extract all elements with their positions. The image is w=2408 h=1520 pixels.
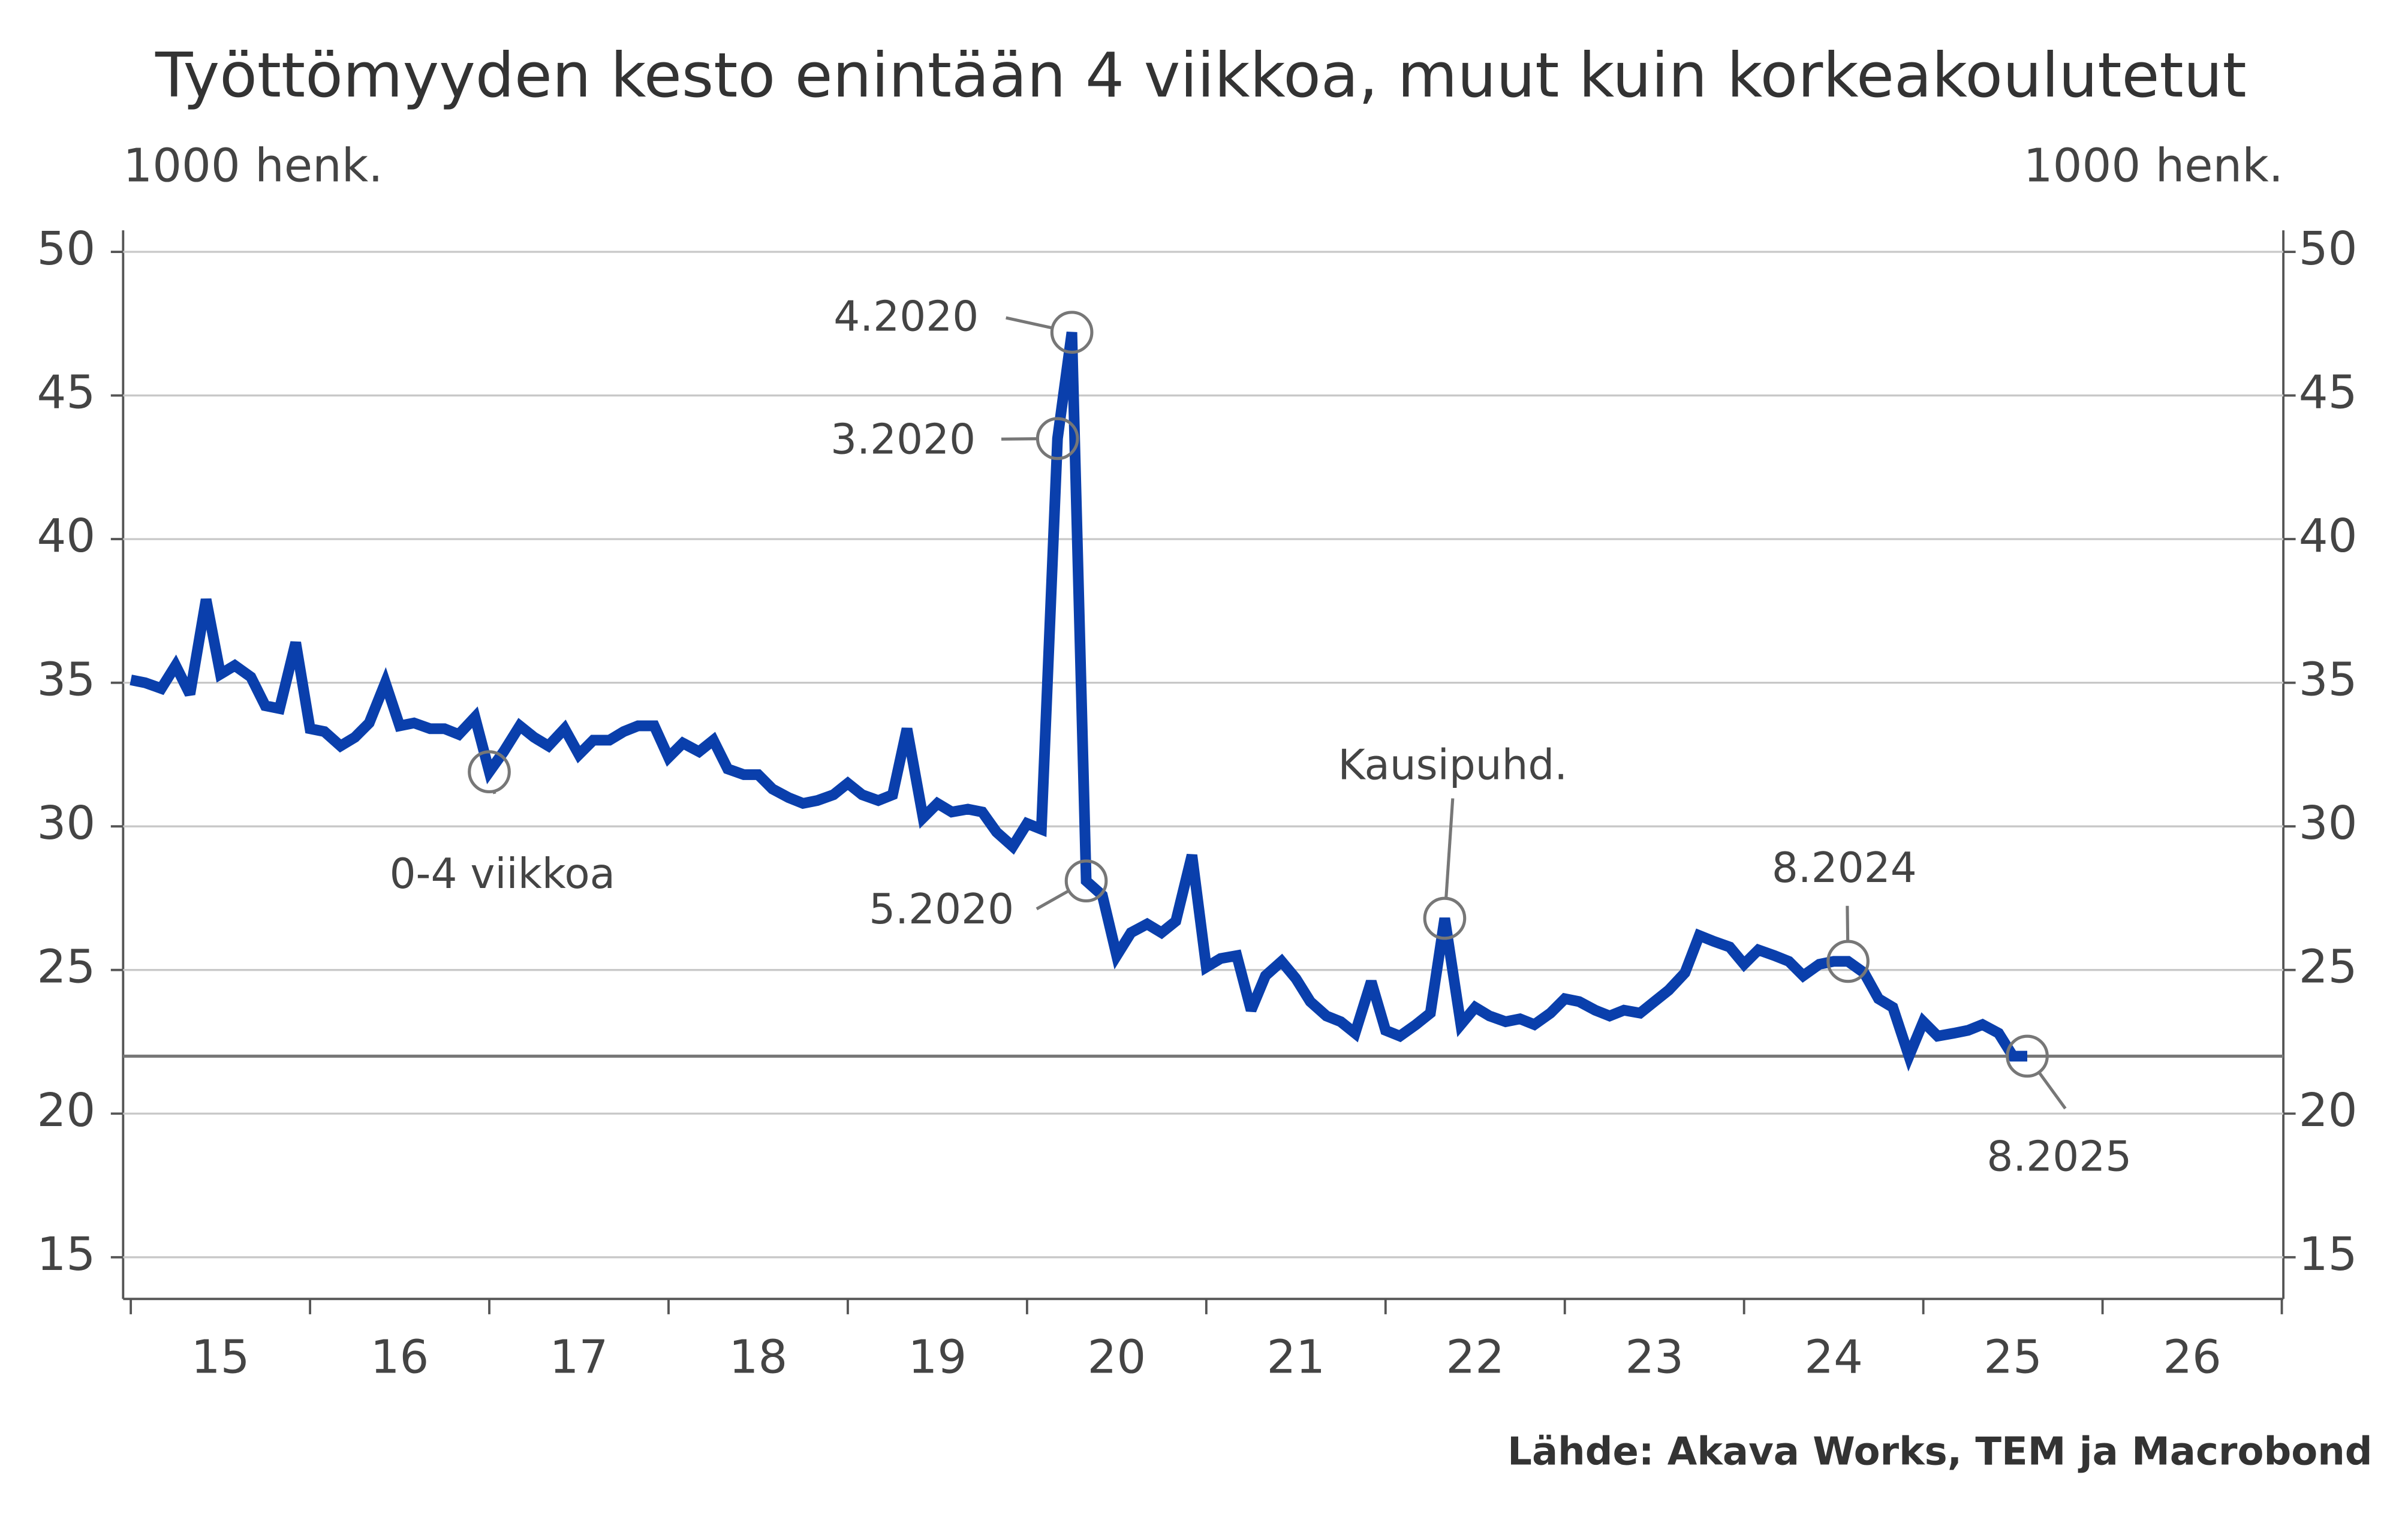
y2-tick-label: 15 (2299, 1228, 2358, 1281)
x-tick-label: 23 (1625, 1331, 1684, 1384)
annotation-leader (1001, 437, 1038, 441)
annotation-circle (468, 750, 511, 794)
annotation-label: 5.2020 (869, 886, 1014, 934)
y2-tick-label: 25 (2299, 941, 2358, 994)
y2-tick-label: 50 (2299, 222, 2358, 276)
annotation-leader (1006, 316, 1053, 330)
y-tick-label: 30 (37, 797, 96, 850)
annotation-label: 0-4 viikkoa (390, 850, 615, 898)
y-tick-label: 45 (37, 366, 96, 420)
y-tick-label: 40 (37, 510, 96, 563)
x-tick-label: 24 (1804, 1331, 1863, 1384)
annotation-circle (2006, 1034, 2049, 1078)
data-line (130, 331, 2028, 1072)
annotation-label: 3.2020 (830, 416, 976, 463)
y2-tick-label: 20 (2299, 1084, 2358, 1137)
annotation-leader (1036, 889, 1070, 911)
annotation-label: Kausipuhd. (1338, 741, 1567, 789)
x-tick-label: 19 (908, 1331, 967, 1384)
chart-title: Työttömyyden kesto enintään 4 viikkoa, m… (155, 40, 2247, 112)
y2-tick-label: 45 (2299, 366, 2358, 420)
y-tick-label: 50 (37, 222, 96, 276)
x-tick-label: 26 (2163, 1331, 2222, 1384)
y-tick-label: 15 (37, 1228, 96, 1281)
y2-tick-label: 30 (2299, 797, 2358, 850)
annotation-circle (1826, 940, 1870, 983)
y-tick-label: 20 (37, 1084, 96, 1137)
y-tick-label: 25 (37, 941, 96, 994)
x-tick-label: 17 (550, 1331, 609, 1384)
y2-tick-label: 35 (2299, 654, 2358, 707)
annotation-circle (1423, 896, 1467, 940)
y2-axis-label: 1000 henk. (2024, 140, 2283, 193)
annotation-label: 4.2020 (833, 293, 979, 341)
annotation-leader (2037, 1071, 2067, 1110)
y-tick-label: 35 (37, 654, 96, 707)
annotation-leader (1846, 905, 1850, 942)
x-tick-label: 18 (729, 1331, 788, 1384)
y-axis-label: 1000 henk. (123, 140, 383, 193)
source: Lähde: Akava Works, TEM ja Macrobond (1507, 1429, 2372, 1474)
x-tick-label: 25 (1983, 1331, 2042, 1384)
x-tick-label: 16 (371, 1331, 429, 1384)
annotation-circle (1036, 417, 1079, 460)
x-tick-label: 22 (1446, 1331, 1504, 1384)
x-tick-label: 21 (1266, 1331, 1325, 1384)
y2-tick-label: 40 (2299, 510, 2358, 563)
annotation-label: 8.2025 (1986, 1133, 2132, 1181)
x-tick-label: 20 (1087, 1331, 1146, 1384)
annotation-circle (1064, 859, 1108, 903)
annotation-circle (1050, 311, 1094, 354)
annotation-leader (1444, 798, 1455, 899)
annotation-label: 8.2024 (1772, 844, 1917, 892)
x-tick-label: 15 (191, 1331, 250, 1384)
